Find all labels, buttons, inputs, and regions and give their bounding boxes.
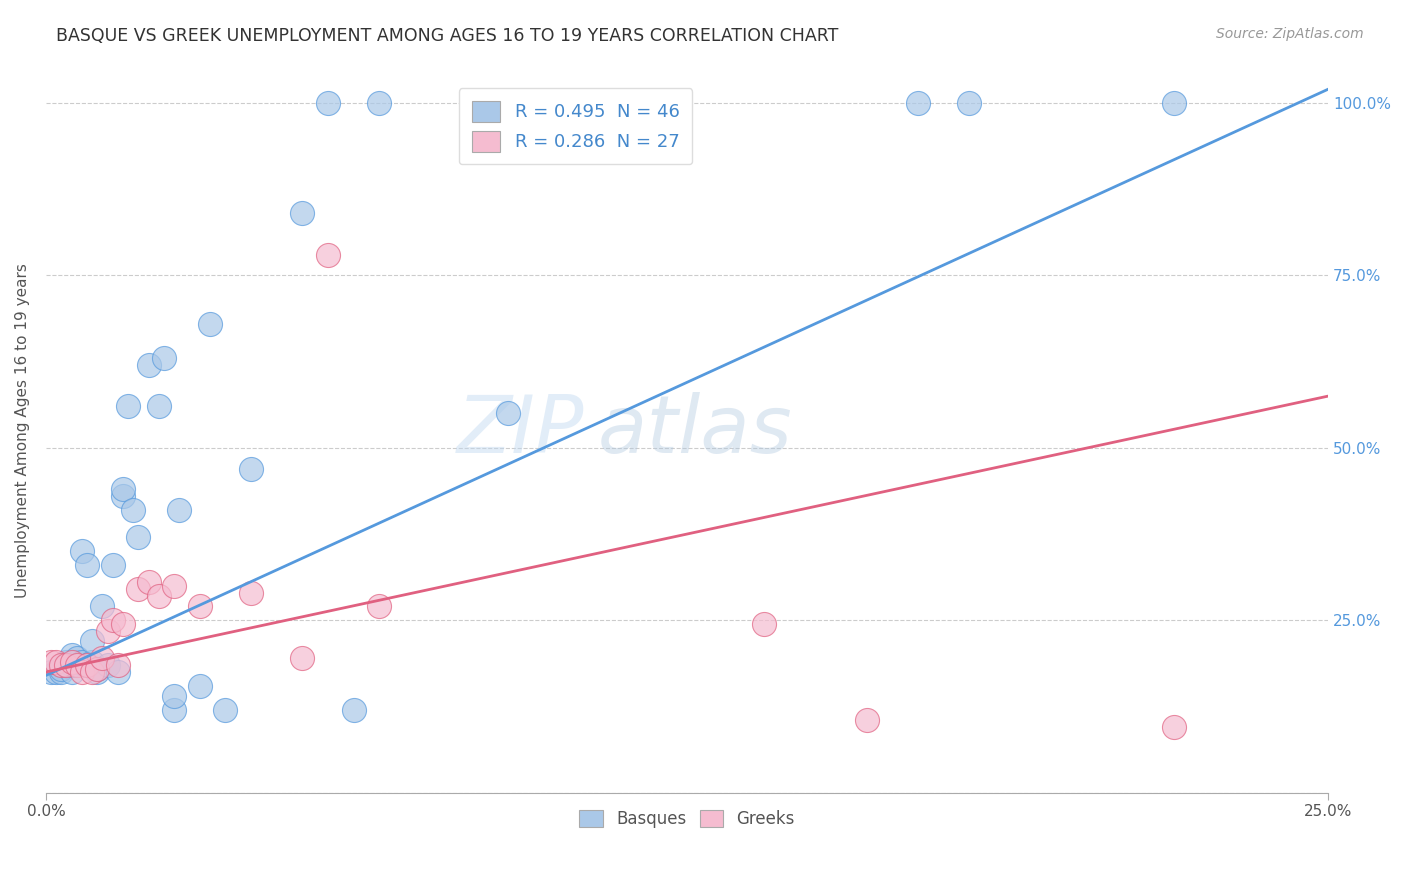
Point	[91, 599, 114, 614]
Point	[66, 651, 89, 665]
Point	[76, 558, 98, 572]
Point	[163, 703, 186, 717]
Point	[82, 634, 104, 648]
Point	[127, 531, 149, 545]
Point	[70, 665, 93, 679]
Point	[138, 575, 160, 590]
Legend: Basques, Greeks: Basques, Greeks	[572, 804, 801, 835]
Point	[153, 351, 176, 366]
Point	[111, 482, 134, 496]
Point	[82, 665, 104, 679]
Point	[163, 689, 186, 703]
Text: BASQUE VS GREEK UNEMPLOYMENT AMONG AGES 16 TO 19 YEARS CORRELATION CHART: BASQUE VS GREEK UNEMPLOYMENT AMONG AGES …	[56, 27, 838, 45]
Point	[117, 400, 139, 414]
Point	[148, 400, 170, 414]
Point	[39, 665, 62, 679]
Point	[496, 406, 519, 420]
Point	[855, 713, 877, 727]
Point	[188, 679, 211, 693]
Point	[957, 95, 980, 110]
Point	[907, 95, 929, 110]
Point	[368, 95, 391, 110]
Point	[51, 658, 73, 673]
Text: ZIP: ZIP	[457, 392, 585, 469]
Point	[91, 651, 114, 665]
Point	[1163, 95, 1185, 110]
Point	[163, 579, 186, 593]
Point	[76, 658, 98, 673]
Point	[60, 665, 83, 679]
Point	[86, 661, 108, 675]
Point	[70, 544, 93, 558]
Point	[122, 503, 145, 517]
Point	[214, 703, 236, 717]
Point	[101, 558, 124, 572]
Point	[55, 658, 77, 673]
Text: Source: ZipAtlas.com: Source: ZipAtlas.com	[1216, 27, 1364, 41]
Point	[76, 658, 98, 673]
Point	[316, 248, 339, 262]
Point	[96, 658, 118, 673]
Point	[198, 317, 221, 331]
Point	[111, 489, 134, 503]
Point	[188, 599, 211, 614]
Point	[752, 616, 775, 631]
Point	[368, 599, 391, 614]
Point	[51, 661, 73, 675]
Point	[60, 655, 83, 669]
Point	[86, 661, 108, 675]
Point	[51, 665, 73, 679]
Point	[101, 613, 124, 627]
Point	[107, 658, 129, 673]
Point	[240, 461, 263, 475]
Point	[127, 582, 149, 597]
Point	[343, 703, 366, 717]
Point	[60, 658, 83, 673]
Point	[45, 655, 67, 669]
Point	[240, 585, 263, 599]
Point	[291, 651, 314, 665]
Point	[107, 665, 129, 679]
Point	[45, 665, 67, 679]
Point	[169, 503, 191, 517]
Point	[82, 655, 104, 669]
Point	[291, 206, 314, 220]
Point	[60, 648, 83, 662]
Point	[70, 655, 93, 669]
Point	[55, 658, 77, 673]
Point	[86, 665, 108, 679]
Point	[66, 655, 89, 669]
Point	[1163, 720, 1185, 734]
Point	[148, 589, 170, 603]
Y-axis label: Unemployment Among Ages 16 to 19 years: Unemployment Among Ages 16 to 19 years	[15, 263, 30, 598]
Point	[138, 358, 160, 372]
Point	[66, 658, 89, 673]
Text: atlas: atlas	[598, 392, 792, 469]
Point	[39, 655, 62, 669]
Point	[316, 95, 339, 110]
Point	[111, 616, 134, 631]
Point	[96, 624, 118, 638]
Point	[55, 655, 77, 669]
